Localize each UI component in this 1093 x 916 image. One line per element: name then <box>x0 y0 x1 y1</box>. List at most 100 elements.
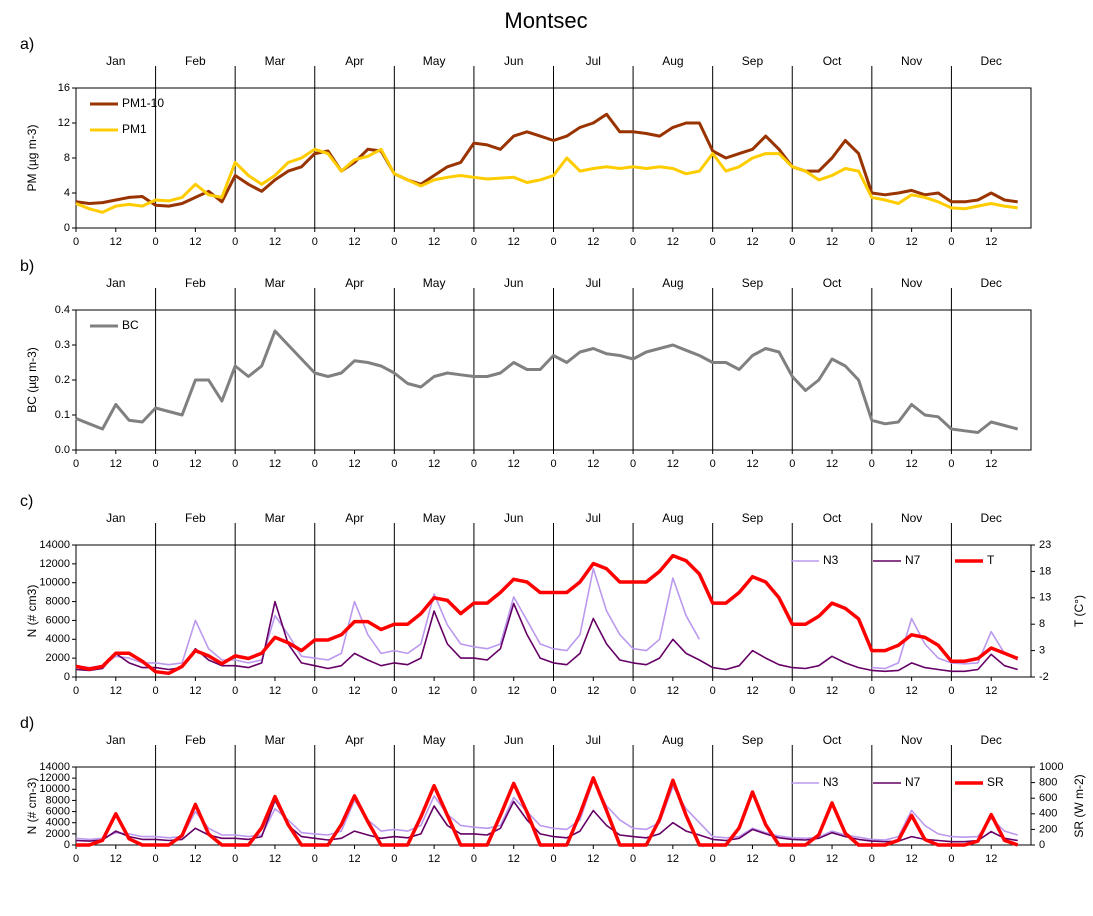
y2-tick-label: 8 <box>1039 618 1045 630</box>
month-label: Sep <box>742 733 764 747</box>
y-axis-label: N (# cm-3) <box>25 778 39 835</box>
month-label: Feb <box>185 733 206 747</box>
month-label: Nov <box>901 54 922 68</box>
series-line <box>75 329 1019 434</box>
y-tick-label: 2000 <box>46 828 70 840</box>
y-tick-label: 10000 <box>39 783 70 795</box>
month-label: May <box>423 276 446 290</box>
legend-label: N7 <box>905 775 921 789</box>
x-tick-label: 0 <box>471 853 477 865</box>
x-tick-label: 0 <box>232 685 238 697</box>
y-tick-label: 8 <box>64 152 70 164</box>
x-tick-label: 12 <box>508 458 520 470</box>
legend-label: PM1-10 <box>122 96 164 110</box>
y-tick-label: 0.3 <box>55 339 70 351</box>
x-tick-label: 12 <box>110 236 122 248</box>
x-tick-label: 0 <box>312 458 318 470</box>
x-tick-label: 12 <box>826 685 838 697</box>
x-tick-label: 12 <box>348 458 360 470</box>
month-label: Jun <box>504 54 523 68</box>
x-tick-label: 0 <box>312 853 318 865</box>
month-label: Sep <box>742 511 764 525</box>
x-tick-label: 12 <box>985 853 997 865</box>
month-label: Feb <box>185 276 206 290</box>
month-label: Jan <box>106 54 125 68</box>
month-label: Apr <box>345 276 364 290</box>
x-tick-label: 0 <box>550 458 556 470</box>
x-tick-label: 12 <box>667 853 679 865</box>
y-tick-label: 0.0 <box>55 444 70 456</box>
legend-label: SR <box>987 775 1004 789</box>
x-tick-label: 12 <box>428 458 440 470</box>
figure-title: Montsec <box>504 8 587 33</box>
legend-label: N3 <box>823 553 839 567</box>
x-tick-label: 12 <box>906 236 918 248</box>
x-tick-label: 12 <box>985 458 997 470</box>
x-tick-label: 0 <box>73 853 79 865</box>
legend-label: N3 <box>823 775 839 789</box>
month-label: Dec <box>981 733 1002 747</box>
x-tick-label: 0 <box>471 458 477 470</box>
y2-tick-label: 23 <box>1039 539 1051 551</box>
y-tick-label: 12000 <box>39 772 70 784</box>
x-tick-label: 0 <box>869 236 875 248</box>
series-line <box>75 567 1019 670</box>
y2-tick-label: 0 <box>1039 839 1045 851</box>
month-label: Apr <box>345 54 364 68</box>
x-tick-label: 0 <box>869 853 875 865</box>
month-label: May <box>423 733 446 747</box>
month-label: Jun <box>504 276 523 290</box>
y2-tick-label: 800 <box>1039 777 1057 789</box>
x-tick-label: 0 <box>153 236 159 248</box>
x-tick-label: 12 <box>269 458 281 470</box>
y-tick-label: 0 <box>64 839 70 851</box>
x-tick-label: 0 <box>948 236 954 248</box>
x-tick-label: 0 <box>73 236 79 248</box>
month-label: Sep <box>742 276 764 290</box>
x-tick-label: 12 <box>667 685 679 697</box>
legend-label: N7 <box>905 553 921 567</box>
y2-tick-label: 3 <box>1039 645 1045 657</box>
y-tick-label: 8000 <box>46 794 70 806</box>
x-tick-label: 12 <box>269 853 281 865</box>
x-tick-label: 12 <box>428 685 440 697</box>
x-tick-label: 0 <box>869 458 875 470</box>
x-tick-label: 0 <box>789 853 795 865</box>
x-tick-label: 0 <box>710 853 716 865</box>
y-tick-label: 14000 <box>39 761 70 773</box>
x-tick-label: 12 <box>906 853 918 865</box>
x-tick-label: 12 <box>269 236 281 248</box>
x-tick-label: 0 <box>73 685 79 697</box>
x-tick-label: 0 <box>550 853 556 865</box>
y-axis-label: N (# cm3) <box>25 585 39 638</box>
x-tick-label: 0 <box>630 685 636 697</box>
y-axis-label: BC (µg m-3) <box>25 347 39 413</box>
x-tick-label: 0 <box>312 236 318 248</box>
month-label: Oct <box>823 733 842 747</box>
x-tick-label: 12 <box>587 853 599 865</box>
x-tick-label: 12 <box>667 236 679 248</box>
month-label: Dec <box>981 54 1002 68</box>
x-tick-label: 0 <box>232 236 238 248</box>
x-tick-label: 0 <box>391 236 397 248</box>
x-tick-label: 0 <box>710 458 716 470</box>
y2-axis-label: SR (W m-2) <box>1072 774 1086 837</box>
x-tick-label: 0 <box>471 236 477 248</box>
month-label: Aug <box>662 276 683 290</box>
month-label: Mar <box>265 276 286 290</box>
month-label: Jan <box>106 276 125 290</box>
x-tick-label: 0 <box>153 685 159 697</box>
y2-axis-label: T (C°) <box>1072 595 1086 627</box>
x-tick-label: 12 <box>667 458 679 470</box>
x-tick-label: 12 <box>985 685 997 697</box>
month-label: Jan <box>106 733 125 747</box>
x-tick-label: 12 <box>348 236 360 248</box>
x-tick-label: 12 <box>826 236 838 248</box>
y2-tick-label: 1000 <box>1039 761 1063 773</box>
month-label: Mar <box>265 511 286 525</box>
x-tick-label: 12 <box>189 853 201 865</box>
y2-tick-label: 400 <box>1039 808 1057 820</box>
month-label: Oct <box>823 511 842 525</box>
month-label: Apr <box>345 511 364 525</box>
month-label: Mar <box>265 733 286 747</box>
